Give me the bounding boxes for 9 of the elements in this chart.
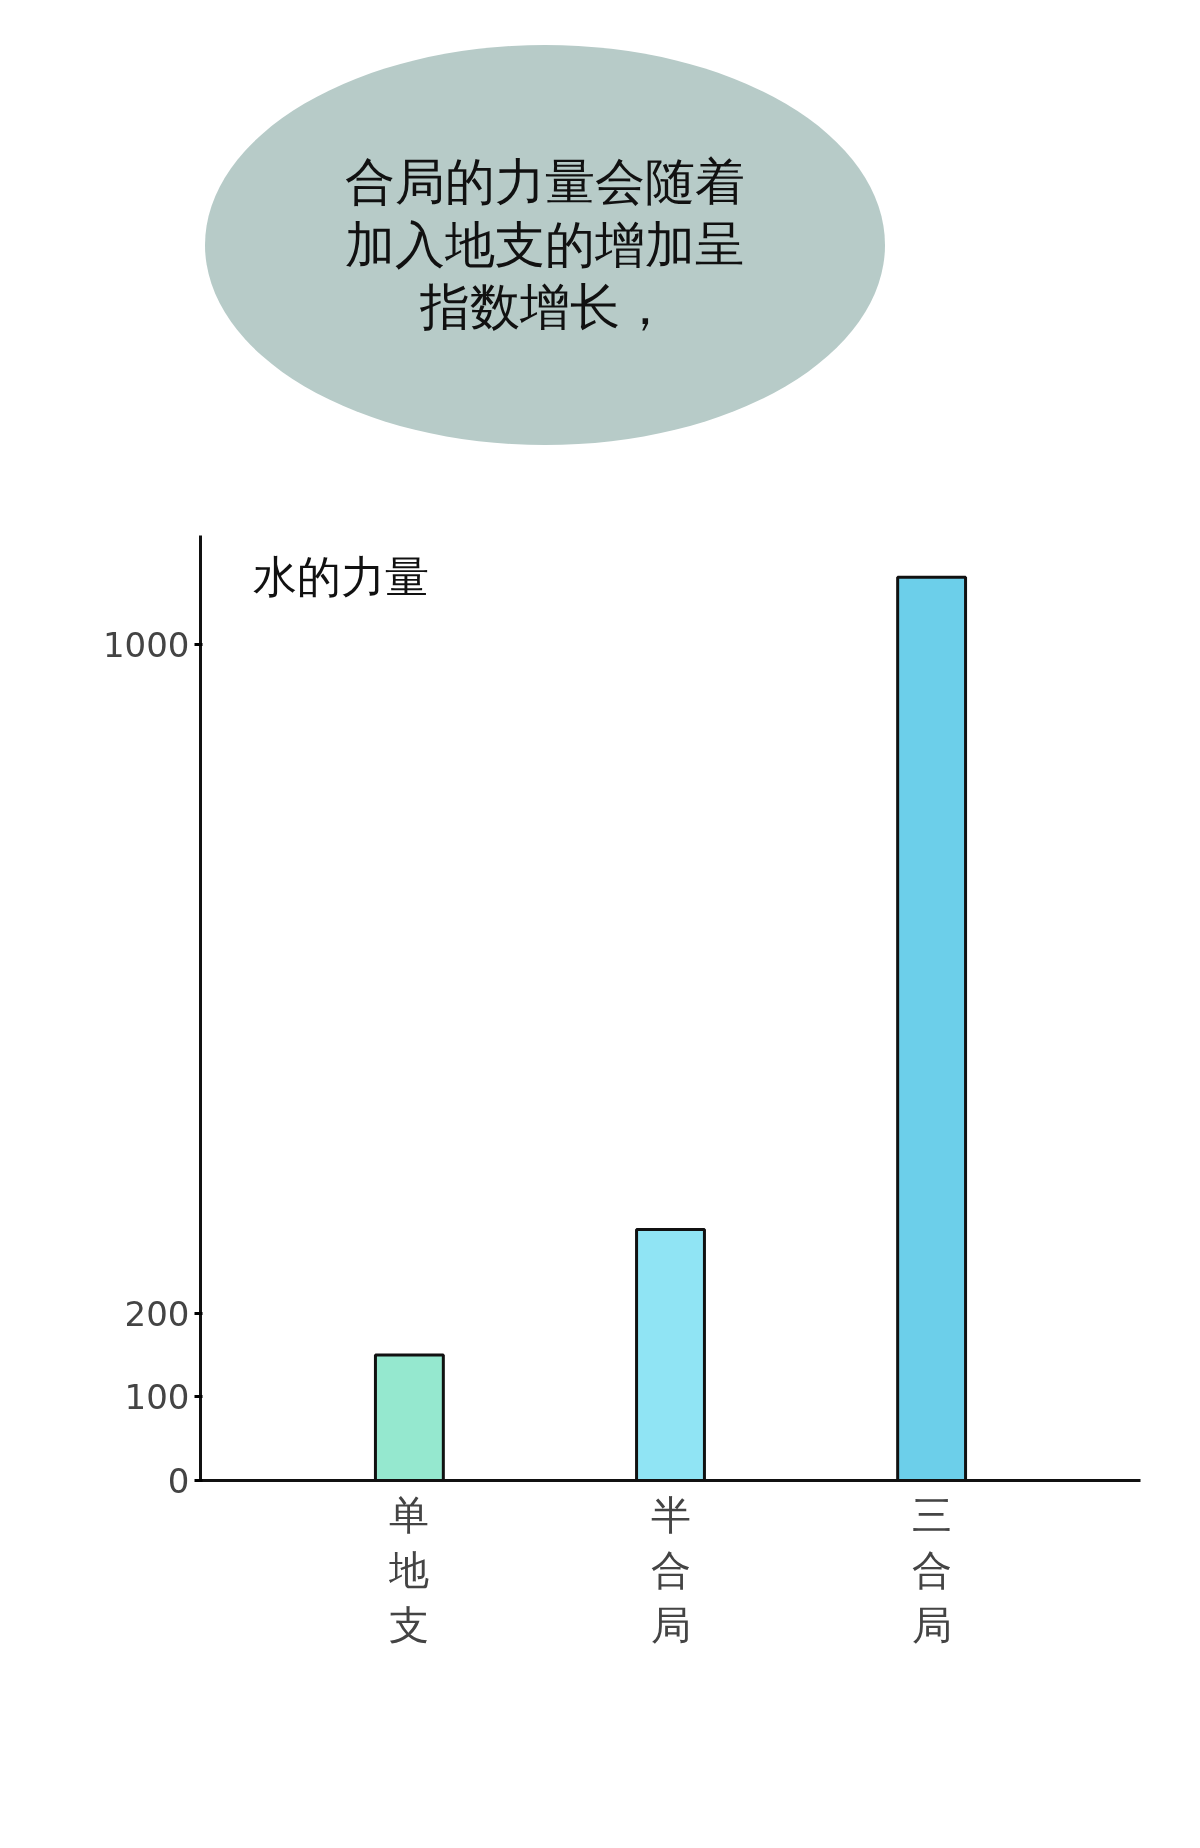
x-tick-label: 半合局 bbox=[650, 1491, 691, 1648]
chart-title: 合局的力量会随着加入地支的增加呈指数增长， bbox=[344, 152, 746, 339]
x-tick-label: 三合局 bbox=[911, 1491, 952, 1648]
y-tick-label: 200 bbox=[124, 1293, 190, 1334]
x-tick-label: 单地支 bbox=[388, 1491, 430, 1648]
y-tick-label: 1000 bbox=[102, 624, 190, 665]
y-tick-label: 0 bbox=[167, 1461, 190, 1501]
annotation: 水的力量 bbox=[252, 550, 429, 602]
y-tick-label: 100 bbox=[124, 1377, 190, 1418]
